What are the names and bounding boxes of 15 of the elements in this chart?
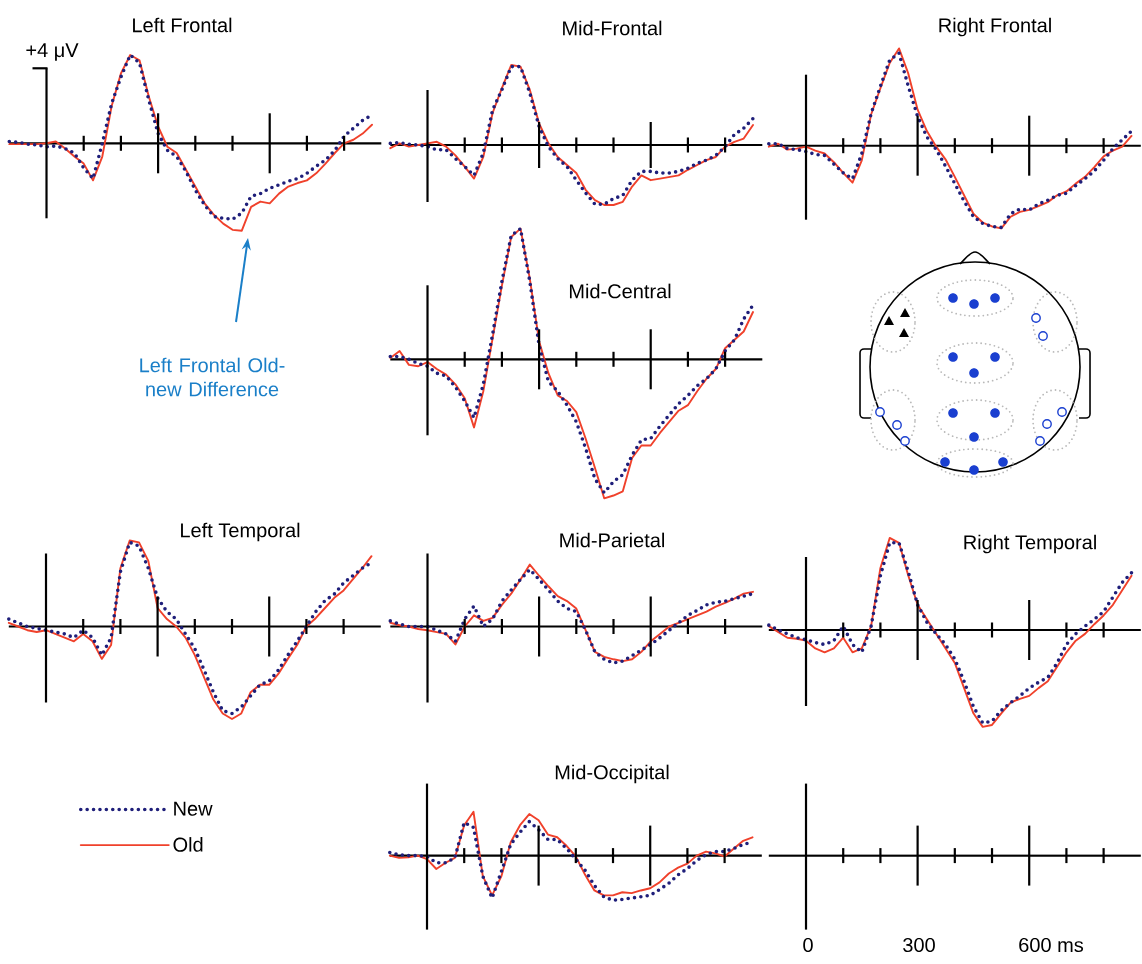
chart-title: Right Temporal <box>964 534 1096 554</box>
chart-title: Left Temporal <box>181 522 300 542</box>
chart-title: Left Frontal <box>133 17 232 33</box>
text: Mid-Central <box>569 283 671 299</box>
text: 0 <box>803 937 813 953</box>
legend-label: New <box>174 801 213 816</box>
chart-title: Right Frontal <box>939 17 1051 37</box>
annotation: +4 μV <box>26 43 79 61</box>
chart-title: Mid-Parietal <box>560 532 664 548</box>
chart-title: Mid-Occipital <box>555 764 669 784</box>
text: Left Frontal Old-new Difference <box>140 357 285 397</box>
text: 600 ms <box>1019 937 1084 953</box>
legend-label: Old <box>173 837 203 852</box>
chart-title: Mid-Frontal <box>563 20 662 36</box>
text: 300 <box>903 937 935 953</box>
